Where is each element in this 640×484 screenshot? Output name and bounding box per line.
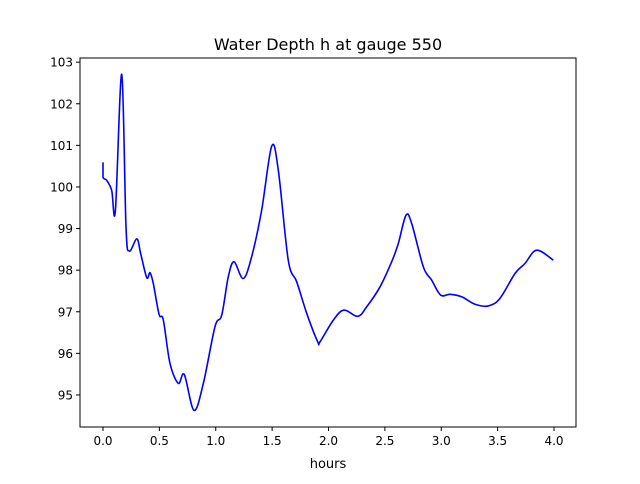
y-tick-label: 96	[58, 347, 73, 361]
x-tick-label: 3.0	[432, 434, 451, 448]
x-tick-label: 2.0	[319, 434, 338, 448]
y-tick-label: 97	[58, 305, 73, 319]
x-axis: 0.0 0.5 1.0 1.5 2.0 2.5 3.0 3.5 4.0	[93, 427, 564, 448]
x-tick-label: 1.0	[206, 434, 225, 448]
y-axis: 95 96 97 98 99 100 101 102 103	[50, 56, 80, 402]
series-line-h	[102, 73, 554, 412]
x-tick-label: 1.5	[263, 434, 282, 448]
series-layer	[102, 73, 554, 412]
x-tick-label: 3.5	[488, 434, 507, 448]
plot-frame	[79, 57, 577, 428]
x-tick-label: 2.5	[375, 434, 394, 448]
x-axis-label: hours	[310, 457, 347, 472]
y-tick-label: 95	[58, 388, 73, 402]
x-tick-label: 0.5	[150, 434, 169, 448]
y-tick-label: 100	[50, 180, 73, 194]
x-tick-label: 4.0	[544, 434, 563, 448]
y-tick-label: 101	[50, 139, 73, 153]
chart-title: Water Depth h at gauge 550	[214, 35, 442, 54]
y-tick-label: 102	[50, 97, 73, 111]
y-tick-label: 99	[58, 222, 73, 236]
x-tick-label: 0.0	[93, 434, 112, 448]
y-tick-label: 98	[58, 264, 73, 278]
y-tick-label: 103	[50, 56, 73, 70]
